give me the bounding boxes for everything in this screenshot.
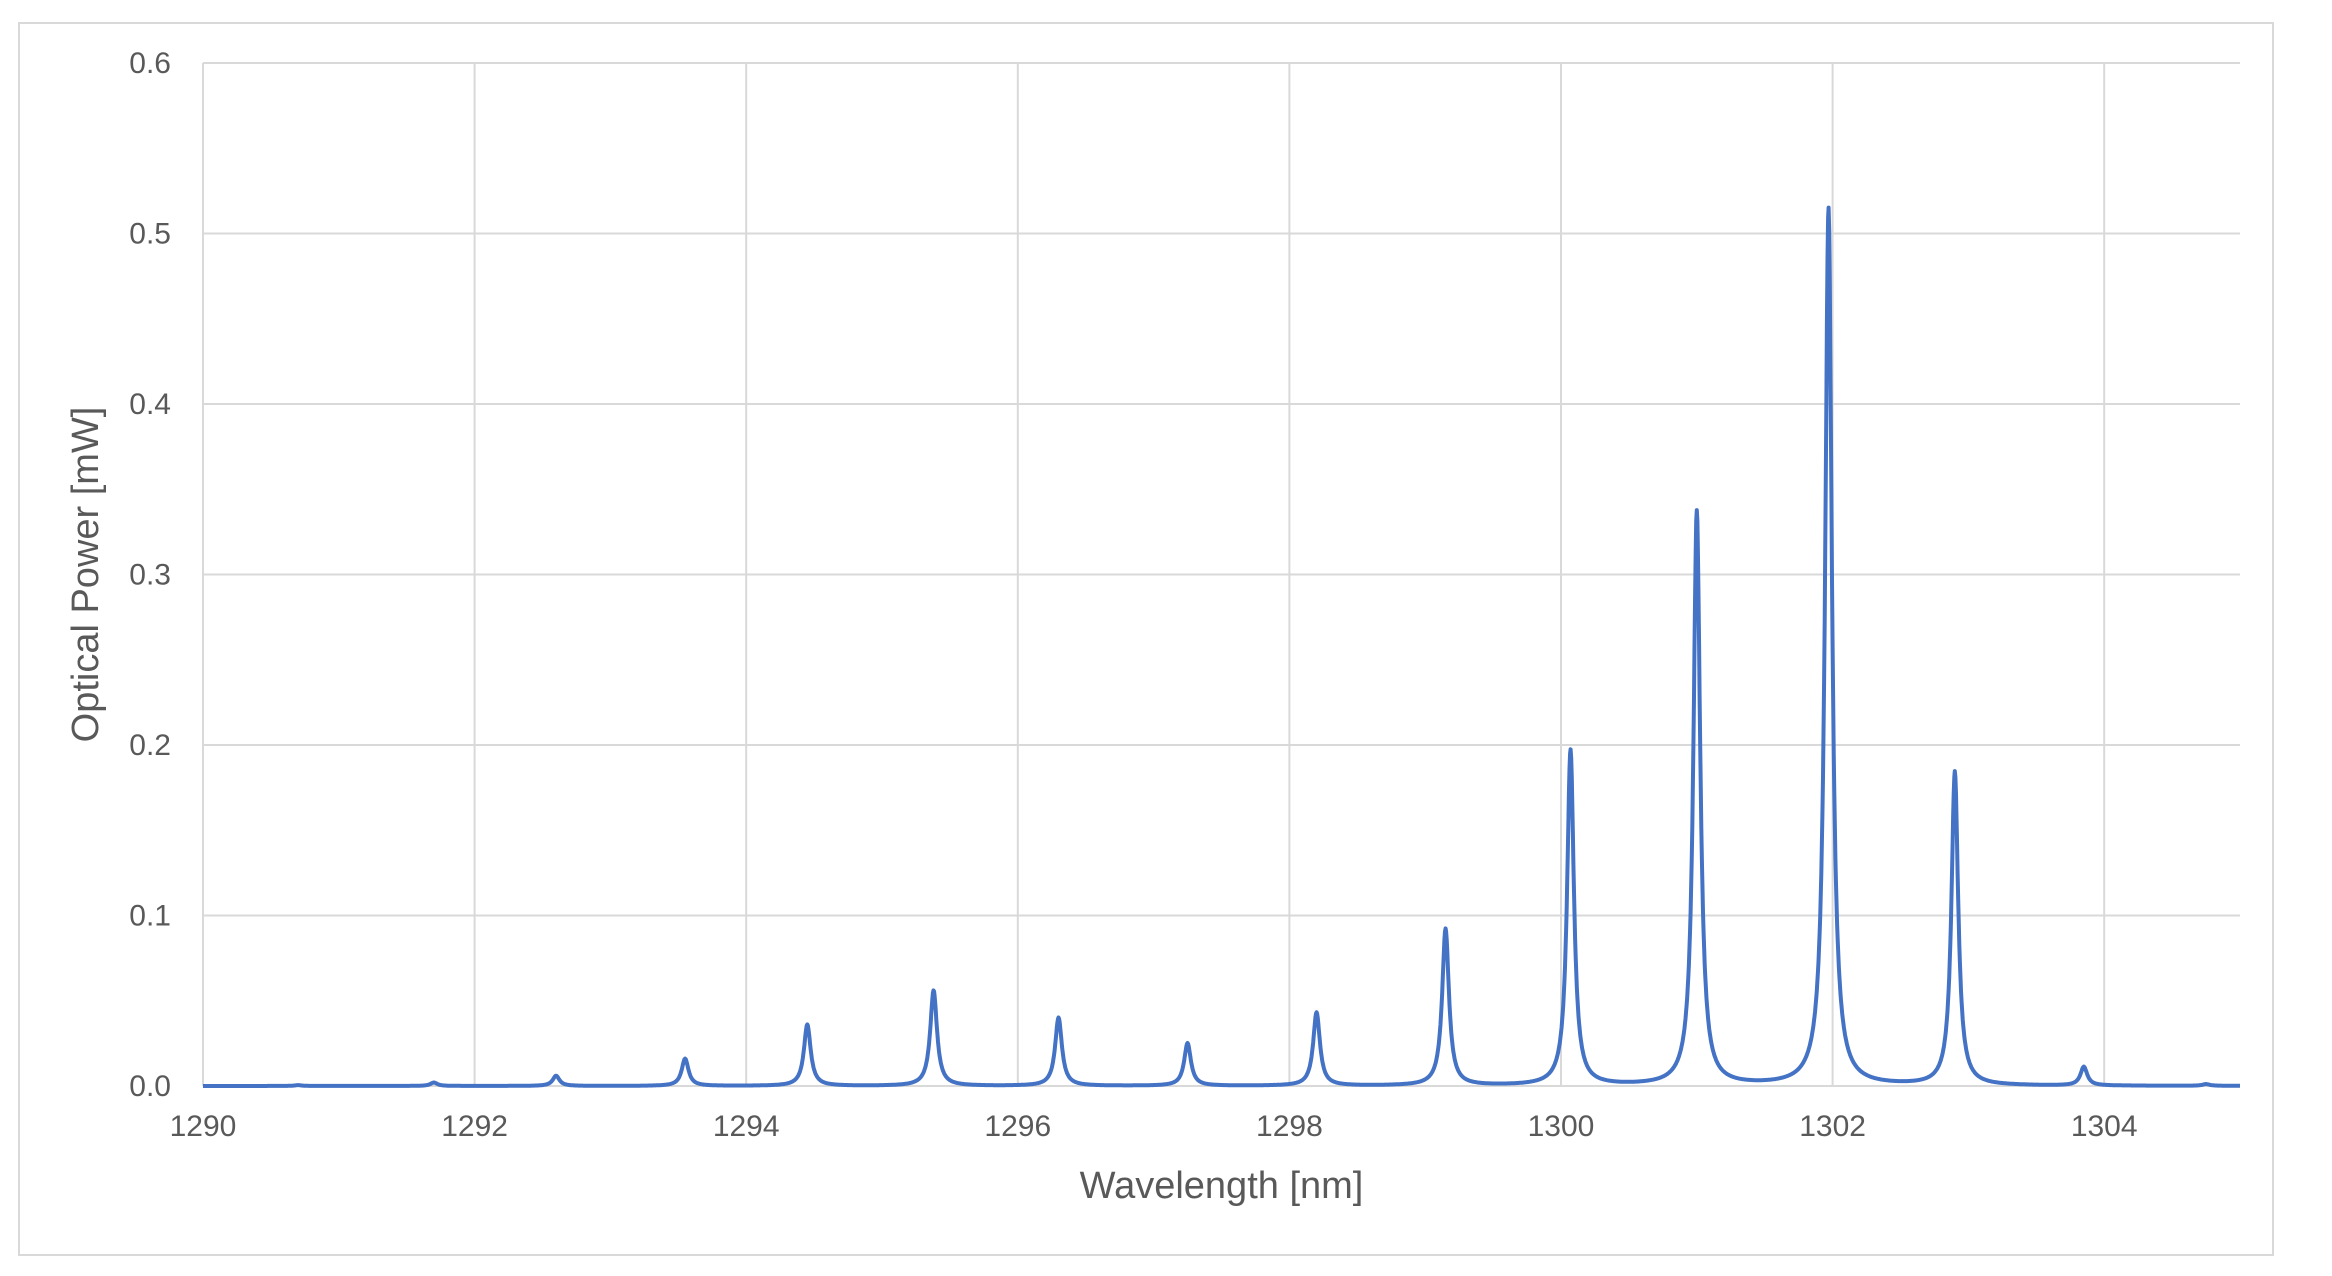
y-tick-label: 0.0 bbox=[129, 1070, 171, 1103]
x-tick-label: 1296 bbox=[984, 1110, 1051, 1143]
y-tick-label: 0.2 bbox=[129, 729, 171, 762]
y-tick-label: 0.3 bbox=[129, 559, 171, 592]
x-axis-title: Wavelength [nm] bbox=[1080, 1165, 1364, 1207]
y-tick-label: 0.4 bbox=[129, 388, 171, 421]
x-tick-label: 1304 bbox=[2071, 1110, 2138, 1143]
x-tick-label: 1300 bbox=[1528, 1110, 1595, 1143]
x-tick-label: 1298 bbox=[1256, 1110, 1323, 1143]
x-axis-tick-labels: 1290 1292 1294 1296 1298 1300 1302 1304 bbox=[170, 1110, 2138, 1143]
spectrum-line bbox=[201, 205, 2242, 1088]
x-tick-label: 1302 bbox=[1799, 1110, 1866, 1143]
y-tick-label: 0.6 bbox=[129, 47, 171, 80]
x-tick-label: 1292 bbox=[441, 1110, 508, 1143]
chart-frame bbox=[18, 22, 2274, 1256]
vertical-gridlines bbox=[202, 63, 2106, 1086]
x-tick-label: 1290 bbox=[170, 1110, 237, 1143]
y-tick-label: 0.1 bbox=[129, 900, 171, 933]
y-tick-label: 0.5 bbox=[129, 218, 171, 251]
x-tick-label: 1294 bbox=[713, 1110, 780, 1143]
y-axis-tick-labels: 0.0 0.1 0.2 0.3 0.4 0.5 0.6 bbox=[129, 47, 171, 1103]
y-axis-title: Optical Power [mW] bbox=[65, 407, 107, 743]
horizontal-gridlines bbox=[203, 62, 2240, 1087]
